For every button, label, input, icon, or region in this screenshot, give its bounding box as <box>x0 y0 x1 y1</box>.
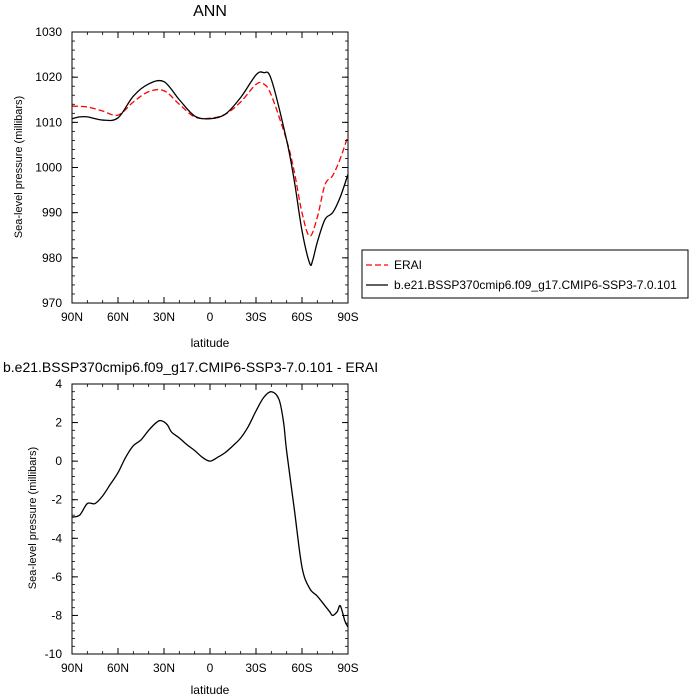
top-ytick-label: 1020 <box>35 70 62 84</box>
top-xtick-label: 30S <box>245 310 266 324</box>
bottom-xtick-label: 30S <box>245 661 266 675</box>
top-series-line-1 <box>71 71 349 266</box>
bottom-panel: b.e21.BSSP370cmip6.f09_g17.CMIP6-SSP3-7.… <box>3 359 378 697</box>
top-ytick-label: 1010 <box>35 115 62 129</box>
top-panel-xlabel: latitude <box>191 336 230 350</box>
top-panel-ylabel: Sea-level pressure (millibars) <box>13 96 25 238</box>
top-panel-title: ANN <box>193 3 227 20</box>
top-plot-frame <box>71 31 349 304</box>
bottom-ytick-label: -8 <box>51 608 62 622</box>
bottom-panel-xlabel: latitude <box>191 683 230 697</box>
top-series-line-0 <box>71 81 349 237</box>
legend: ERAI b.e21.BSSP370cmip6.f09_g17.CMIP6-SS… <box>361 249 689 299</box>
top-ytick-label: 1030 <box>35 25 62 39</box>
top-ytick-label: 970 <box>42 296 62 310</box>
top-ytick-label: 1000 <box>35 161 62 175</box>
top-panel: ANN latitude Sea-level pressure (milliba… <box>13 3 359 350</box>
top-xtick-label: 30N <box>153 310 175 324</box>
top-ytick-label: 980 <box>42 251 62 265</box>
top-xtick-label: 60S <box>291 310 312 324</box>
bottom-xtick-label: 30N <box>153 661 175 675</box>
top-xtick-label: 90N <box>61 310 83 324</box>
legend-label-model: b.e21.BSSP370cmip6.f09_g17.CMIP6-SSP3-7.… <box>394 278 677 292</box>
bottom-ytick-label: -4 <box>51 531 62 545</box>
top-ytick-label: 990 <box>42 206 62 220</box>
bottom-xtick-label: 90S <box>337 661 358 675</box>
bottom-ytick-label: -2 <box>51 493 62 507</box>
bottom-ytick-label: -10 <box>45 647 63 661</box>
legend-label-erai: ERAI <box>394 258 422 272</box>
bottom-xtick-label: 60N <box>107 661 129 675</box>
top-xtick-label: 60N <box>107 310 129 324</box>
bottom-xtick-label: 90N <box>61 661 83 675</box>
bottom-series-line-0 <box>71 391 349 628</box>
bottom-panel-title: b.e21.BSSP370cmip6.f09_g17.CMIP6-SSP3-7.… <box>3 359 378 375</box>
bottom-xtick-label: 0 <box>207 661 214 675</box>
bottom-ytick-label: 0 <box>55 454 62 468</box>
legend-box <box>361 249 689 299</box>
bottom-panel-ylabel: Sea-level pressure (millibars) <box>27 447 39 589</box>
bottom-xtick-label: 60S <box>291 661 312 675</box>
bottom-ytick-label: 4 <box>55 377 62 391</box>
bottom-ytick-label: 2 <box>55 416 62 430</box>
top-xtick-label: 90S <box>337 310 358 324</box>
top-xtick-label: 0 <box>207 310 214 324</box>
bottom-ytick-label: -6 <box>51 570 62 584</box>
bottom-plot-frame <box>71 383 349 655</box>
